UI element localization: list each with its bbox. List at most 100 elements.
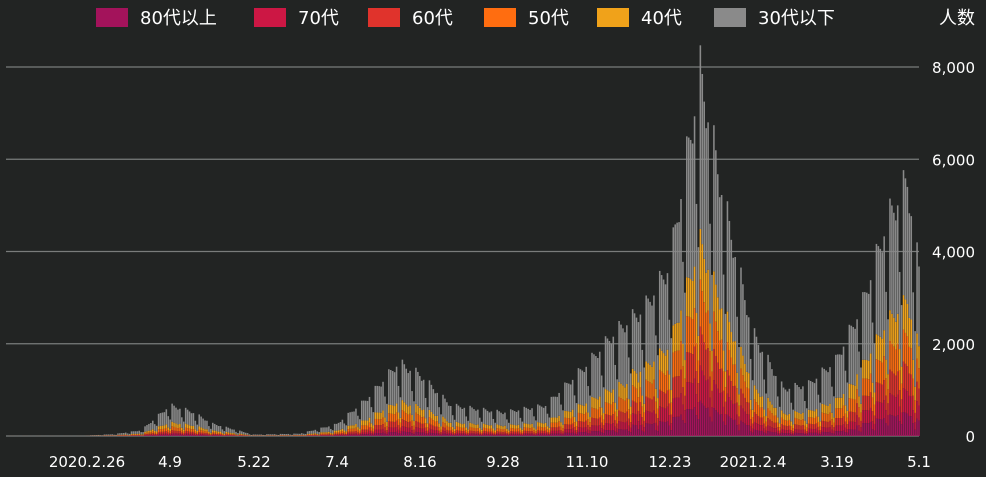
bar-segment (546, 429, 549, 432)
bar-segment (597, 431, 599, 436)
bar-segment (148, 434, 150, 436)
bar-segment (138, 433, 141, 435)
bar-segment (401, 431, 404, 436)
bar-segment (461, 431, 464, 434)
bar-segment (393, 421, 396, 428)
bar-segment (196, 432, 199, 434)
bar-segment (573, 395, 576, 417)
day-bar (382, 381, 384, 436)
bar-segment (858, 396, 860, 408)
day-bar (273, 434, 276, 436)
bar-segment (631, 368, 634, 386)
bar-segment (223, 431, 226, 434)
bar-segment (838, 354, 841, 398)
bar-segment (593, 425, 595, 432)
bar-segment (262, 434, 264, 436)
bar-segment (639, 387, 642, 402)
bar-segment (208, 426, 210, 432)
bar-segment (631, 424, 634, 436)
bar-segment (554, 417, 557, 423)
day-bar (858, 351, 860, 436)
day-bar (202, 418, 204, 436)
bar-segment (161, 428, 164, 432)
day-bar (465, 416, 468, 436)
bar-segment (430, 418, 433, 425)
bar-segment (436, 392, 438, 416)
bar-segment (871, 382, 874, 398)
bar-segment (657, 398, 659, 409)
bar-segment (515, 411, 518, 426)
bar-segment (600, 422, 603, 429)
bar-segment (771, 427, 773, 432)
bar-segment (401, 419, 404, 427)
bar-segment (388, 421, 390, 428)
bar-segment (374, 412, 377, 419)
day-bar (310, 430, 313, 436)
bar-segment (627, 431, 630, 436)
bar-segment (388, 404, 390, 414)
bar-segment (484, 409, 487, 425)
bar-segment (378, 386, 380, 413)
day-bar (184, 407, 187, 436)
bar-segment (210, 433, 212, 435)
bar-segment (879, 336, 882, 362)
bar-segment (161, 412, 164, 426)
bar-segment (268, 434, 270, 436)
bar-segment (424, 427, 427, 432)
day-bar (746, 315, 748, 436)
bar-segment (908, 213, 911, 318)
bar-segment (211, 434, 214, 436)
bar-segment (444, 431, 446, 434)
bar-segment (612, 414, 615, 424)
bar-segment (581, 421, 584, 428)
bar-segment (210, 432, 212, 434)
bar-segment (689, 139, 692, 280)
bar-segment (550, 430, 553, 434)
bar-segment (314, 434, 317, 435)
bar-segment (593, 418, 595, 426)
bar-segment (537, 434, 539, 436)
bar-segment (343, 434, 346, 436)
bar-segment (490, 433, 493, 435)
day-bar (393, 372, 396, 436)
bar-segment (844, 432, 847, 436)
bar-segment (330, 428, 332, 433)
bar-segment (339, 431, 342, 434)
bar-segment (827, 427, 829, 433)
day-bar (771, 369, 773, 436)
bar-segment (691, 409, 694, 436)
bar-segment (740, 388, 742, 406)
bar-segment (918, 266, 920, 347)
bar-segment (374, 424, 377, 430)
bar-segment (384, 417, 386, 423)
day-bar (368, 396, 371, 436)
bar-segment (451, 415, 454, 427)
bar-segment (538, 430, 541, 433)
bar-segment (639, 314, 642, 372)
bar-segment (227, 427, 230, 433)
bar-segment (807, 428, 810, 433)
bar-segment (184, 427, 187, 431)
bar-segment (215, 431, 218, 433)
bar-segment (827, 405, 829, 415)
bar-segment (587, 412, 589, 420)
bar-segment (488, 433, 491, 435)
bar-segment (208, 434, 210, 436)
bar-segment (533, 435, 535, 436)
day-bar (509, 409, 512, 436)
bar-segment (529, 431, 531, 434)
bar-segment (838, 408, 841, 419)
bar-segment (755, 389, 758, 403)
bar-segment (184, 434, 187, 436)
bar-segment (215, 435, 218, 436)
bar-segment (258, 434, 260, 436)
bar-segment (649, 301, 651, 365)
bar-segment (689, 409, 692, 436)
bar-segment (660, 350, 663, 372)
day-bar (297, 433, 299, 436)
day-bar (835, 354, 837, 436)
bar-segment (508, 432, 510, 434)
bar-segment (287, 433, 290, 436)
bar-segment (320, 432, 322, 434)
bar-segment (666, 390, 669, 407)
